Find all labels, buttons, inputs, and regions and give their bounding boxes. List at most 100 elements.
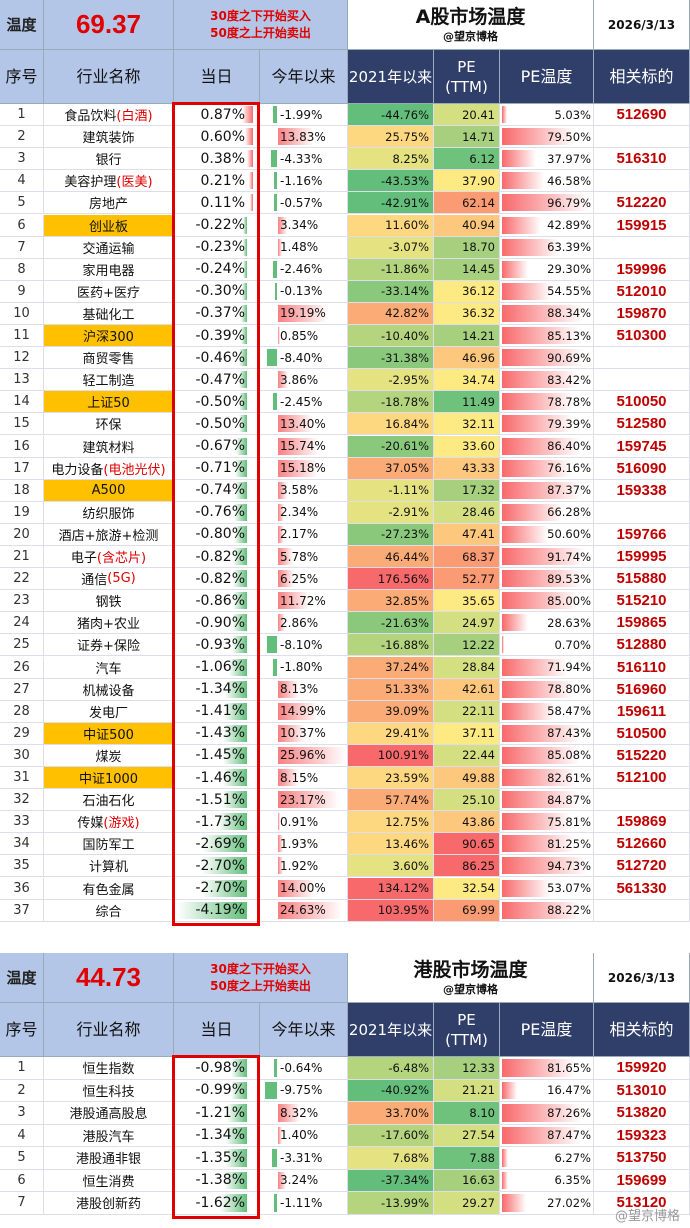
pe-temperature-bar: [502, 525, 548, 543]
today-value: -1.34%: [195, 1127, 245, 1144]
pe-ttm-value: 37.90: [462, 173, 495, 188]
since-2021-change: -1.11%: [348, 479, 434, 502]
ytd-value: 1.40%: [280, 1128, 319, 1143]
title-text: A股市场温度: [415, 5, 526, 28]
related-fund-code: [594, 899, 690, 922]
today-change: -0.50%: [174, 391, 260, 414]
today-change: -1.41%: [174, 700, 260, 723]
a-share-section: 温度 69.37 30度之下开始买入 50度之上开始卖出 A股市场温度 @望京博…: [0, 0, 690, 926]
ytd-bar: [278, 835, 284, 853]
pe-ttm: 69.99: [434, 899, 500, 922]
industry-name: 房地产: [44, 192, 174, 215]
since-2021-value: -11.86%: [381, 262, 429, 277]
day-bar: [226, 1104, 247, 1122]
industry-label: 猪肉+农业: [77, 617, 140, 633]
section-title: A股市场温度 @望京博格: [348, 0, 594, 50]
trading-rule: 30度之下开始买入 50度之上开始卖出: [174, 953, 348, 1003]
pe-ttm: 68.37: [434, 546, 500, 569]
since-2021-change: 37.24%: [348, 656, 434, 679]
pe-ttm-value: 21.21: [462, 1083, 495, 1098]
ytd-change: 3.24%: [260, 1169, 348, 1192]
pe-temperature-value: 6.27%: [554, 1150, 591, 1165]
pe-temperature-bar: [502, 437, 580, 455]
today-change: -0.74%: [174, 479, 260, 502]
today-value: -1.73%: [195, 813, 245, 830]
pe-ttm: 11.49: [434, 391, 500, 414]
day-bar: [239, 371, 247, 389]
industry-label: 港股通高股息: [69, 1107, 148, 1123]
today-change: 0.60%: [174, 126, 260, 149]
since-2021-value: 32.85%: [385, 593, 429, 608]
day-bar: [238, 393, 247, 411]
related-fund-code: [594, 126, 690, 149]
ytd-bar: [278, 901, 343, 919]
today-value: -0.71%: [195, 460, 245, 477]
related-fund-code: 512580: [594, 413, 690, 436]
rule-sell: 50度之上开始卖出: [210, 25, 311, 40]
industry-label: 建筑材料: [82, 440, 135, 456]
table-row: 3 港股通高股息 -1.21% 8.32% 33.70% 8.10 87.26%…: [0, 1102, 690, 1125]
today-value: -0.67%: [195, 438, 245, 455]
industry-label: 食品饮料: [64, 109, 117, 125]
ytd-change: -4.33%: [260, 148, 348, 171]
today-change: -0.82%: [174, 568, 260, 591]
pe-temperature: 78.78%: [500, 391, 594, 414]
ytd-bar: [278, 791, 339, 809]
industry-name: 交通运输: [44, 236, 174, 259]
ytd-change: -1.99%: [260, 104, 348, 127]
day-bar: [234, 503, 247, 521]
row-index: 36: [0, 877, 44, 900]
industry-name: 证券+保险: [44, 634, 174, 657]
ytd-value: -1.11%: [280, 1195, 323, 1210]
pe-temperature-value: 81.25%: [547, 836, 591, 851]
pe-temperature-bar: [502, 327, 579, 345]
pe-temperature: 90.69%: [500, 347, 594, 370]
industry-label: 银行: [95, 153, 122, 169]
ytd-change: 11.72%: [260, 590, 348, 613]
col-index: 序号: [0, 50, 44, 104]
pe-temperature: 81.25%: [500, 833, 594, 856]
pe-ttm: 47.41: [434, 523, 500, 546]
today-value: -0.82%: [195, 548, 245, 565]
ytd-value: 14.00%: [280, 881, 326, 896]
title-text: 港股市场温度: [413, 958, 528, 981]
ytd-value: 23.17%: [280, 792, 326, 807]
industry-label: 家用电器: [82, 263, 135, 279]
industry-name: 恒生科技: [44, 1079, 174, 1102]
today-value: -0.98%: [195, 1059, 245, 1076]
day-bar: [231, 636, 247, 654]
pe-temperature: 6.35%: [500, 1169, 594, 1192]
ytd-change: 15.74%: [260, 435, 348, 458]
pe-temperature-value: 78.78%: [547, 394, 591, 409]
pe-temperature-bar: [502, 1104, 581, 1122]
pe-ttm-value: 43.33: [462, 461, 495, 476]
since-2021-value: -31.38%: [381, 350, 429, 365]
related-fund-code: [594, 369, 690, 392]
row-index: 20: [0, 523, 44, 546]
since-2021-value: 33.70%: [385, 1105, 429, 1120]
since-2021-change: 3.60%: [348, 855, 434, 878]
related-fund-code: 512690: [594, 104, 690, 127]
table-row: 1 恒生指数 -0.98% -0.64% -6.48% 12.33 81.65%…: [0, 1057, 690, 1080]
today-change: -0.98%: [174, 1057, 260, 1080]
ytd-change: 3.58%: [260, 479, 348, 502]
row-index: 18: [0, 479, 44, 502]
ytd-value: -1.16%: [280, 173, 323, 188]
day-bar: [233, 570, 247, 588]
related-fund-code: 516110: [594, 656, 690, 679]
pe-temperature: 86.40%: [500, 435, 594, 458]
since-2021-change: 11.60%: [348, 214, 434, 237]
today-value: -0.76%: [195, 504, 245, 521]
day-bar: [224, 1126, 247, 1144]
industry-label: 有色金属: [82, 882, 135, 898]
industry-name: 中证500: [44, 722, 174, 745]
pe-ttm: 16.63: [434, 1169, 500, 1192]
industry-name: 轻工制造: [44, 369, 174, 392]
rule-buy: 30度之下开始买入: [210, 8, 311, 23]
row-index: 7: [0, 1192, 44, 1215]
industry-suffix: (含芯片): [96, 551, 147, 567]
since-2021-change: 39.09%: [348, 700, 434, 723]
row-index: 5: [0, 1147, 44, 1170]
today-change: -0.23%: [174, 236, 260, 259]
today-change: 0.21%: [174, 170, 260, 193]
